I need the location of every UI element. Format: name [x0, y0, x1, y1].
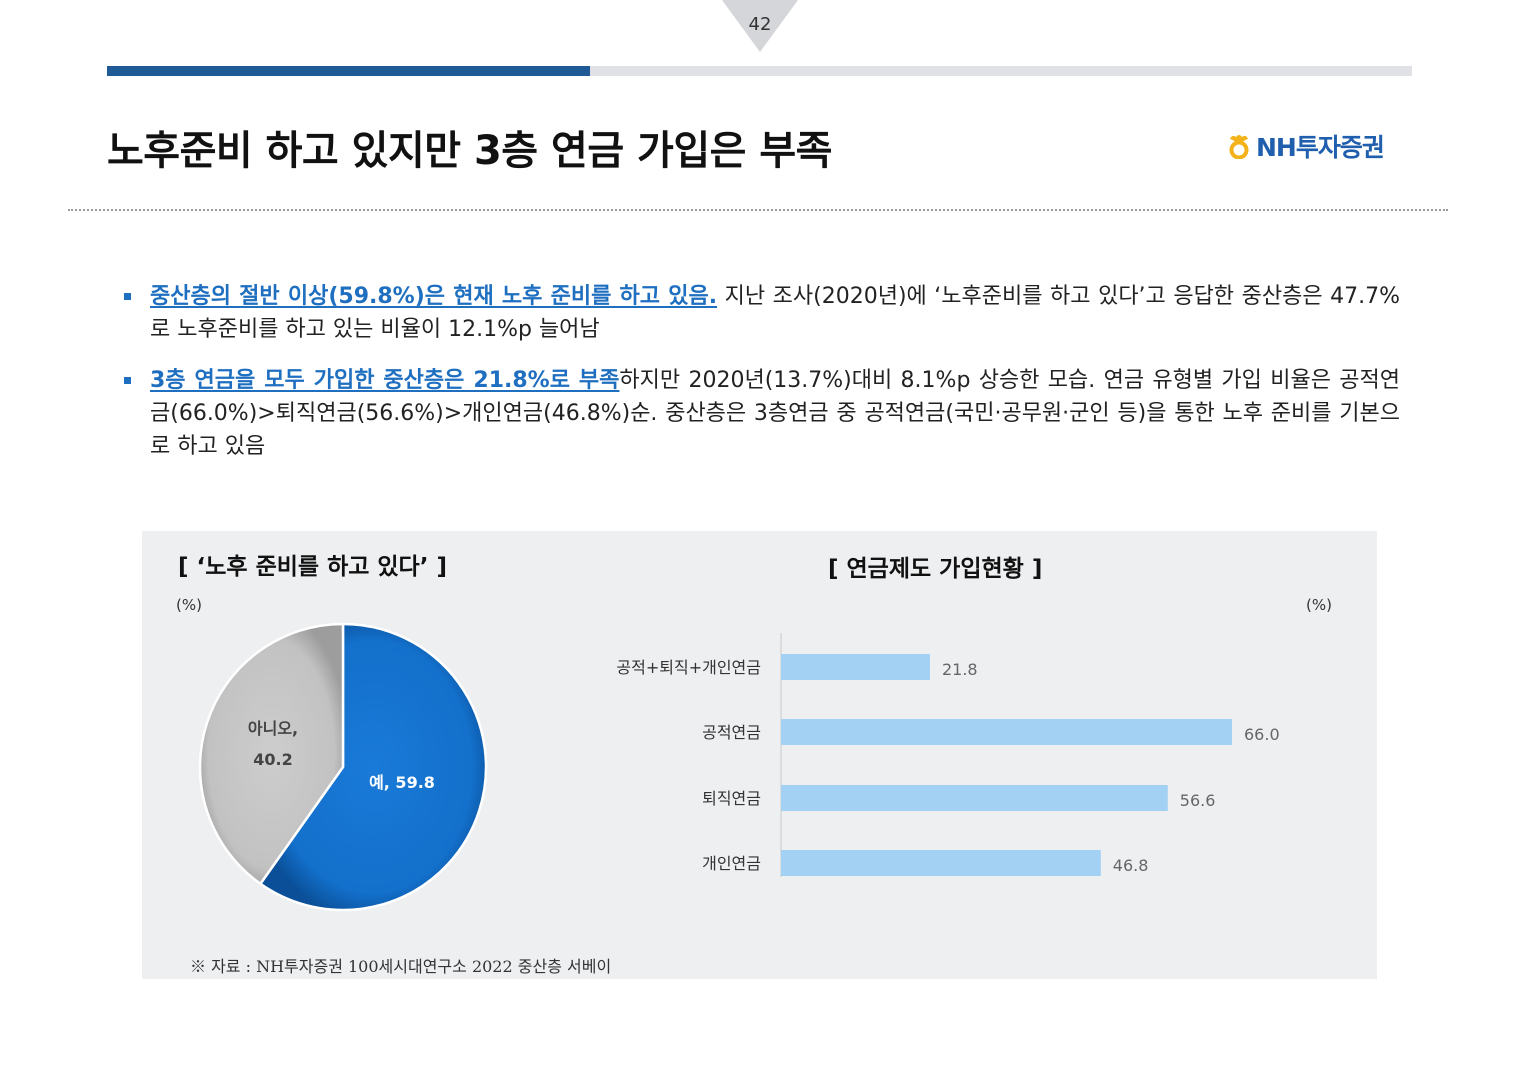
bar-chart-title: [ 연금제도 가입현황 ] [828, 556, 1043, 582]
bullet-item: 중산층의 절반 이상(59.8%)은 현재 노후 준비를 하고 있음. 지난 조… [120, 280, 1400, 346]
bullet-highlight: 3층 연금을 모두 가입한 중산층은 21.8%로 부족 [150, 368, 620, 393]
pie-label-yes: 예, 59.8 [369, 773, 435, 792]
pie-chart: 예, 59.8 아니오, 40.2 [198, 622, 488, 912]
bullet-text: 하지만 2020년(13.7%)대비 8.1%p 상승한 모습. 연금 유형별 … [150, 368, 1400, 459]
bar-value-label: 56.6 [1180, 791, 1216, 810]
bar [781, 850, 1101, 876]
pie-slice-no [198, 622, 345, 886]
pie-unit-label: (%) [176, 596, 202, 614]
page-number: 42 [748, 14, 772, 35]
bullet-marker-icon [124, 377, 131, 384]
bar-category-label: 개인연금 [702, 854, 761, 873]
bar-value-label: 46.8 [1113, 856, 1149, 875]
bar-value-label: 21.8 [942, 660, 978, 679]
summary-bullets: 중산층의 절반 이상(59.8%)은 현재 노후 준비를 하고 있음. 지난 조… [120, 280, 1400, 481]
page-title: 노후준비 하고 있지만 3층 연금 가입은 부족 [107, 128, 833, 174]
bullet-item: 3층 연금을 모두 가입한 중산층은 21.8%로 부족하지만 2020년(13… [120, 364, 1400, 463]
header-rule-accent [107, 66, 590, 76]
bar-category-label: 퇴직연금 [702, 789, 761, 808]
title-divider [68, 209, 1448, 211]
pie-label-no: 아니오, [248, 719, 298, 738]
bullet-marker-icon [124, 293, 131, 300]
bar-category-label: 공적+퇴직+개인연금 [616, 658, 761, 677]
bar-unit-label: (%) [1306, 596, 1332, 614]
header-rule [107, 66, 1412, 76]
brand-logo: NH투자증권 [1228, 128, 1385, 164]
bar [781, 719, 1232, 745]
pie-chart-title: [ ‘노후 준비를 하고 있다’ ] [178, 554, 447, 580]
bullet-text: 지난 조사(2020년)에 ‘노후준비를 하고 있다’고 응답한 중산층은 47… [150, 284, 1400, 342]
bar-value-label: 66.0 [1244, 725, 1280, 744]
nh-logo-icon [1229, 135, 1249, 159]
bar [781, 654, 930, 680]
bar-category-label: 공적연금 [702, 723, 761, 742]
pie-slice-yes [258, 622, 488, 912]
bar [781, 785, 1168, 811]
bullet-highlight: 중산층의 절반 이상(59.8%)은 현재 노후 준비를 하고 있음. [150, 284, 718, 309]
pie-label-no-value: 40.2 [253, 750, 292, 769]
page-number-marker [722, 0, 798, 52]
chart-source: ※ 자료 : NH투자증권 100세시대연구소 2022 중산층 서베이 [190, 957, 612, 976]
bar-chart: 공적+퇴직+개인연금 21.8 공적연금 66.0 퇴직연금 56.6 개인연금 46.8 [616, 633, 1280, 877]
logo-text: NH투자증권 [1256, 133, 1385, 162]
